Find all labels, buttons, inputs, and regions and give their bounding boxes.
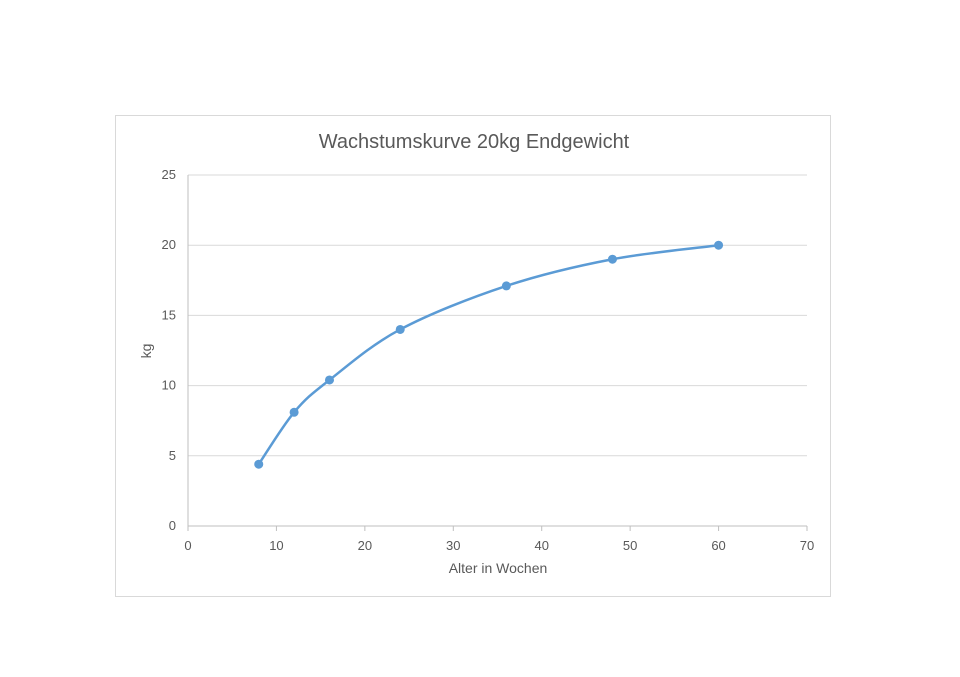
y-tick-label: 15 [162, 307, 176, 322]
x-tick-label: 70 [800, 538, 814, 553]
y-tick-label: 0 [169, 518, 176, 533]
y-tick-label: 10 [162, 378, 176, 393]
y-axis-title: kg [138, 344, 154, 359]
data-point-4 [501, 281, 511, 291]
y-tick-label: 20 [162, 237, 176, 252]
gridlines [188, 174, 807, 457]
series-line-0 [257, 243, 720, 466]
x-tick-label: 40 [534, 538, 548, 553]
data-point-5 [607, 254, 617, 264]
line-chart: Wachstumskurve 20kg Endgewicht 0 5 10 15 20 2… [138, 131, 815, 576]
tick-labels: 0 5 10 15 20 25 0 10 20 30 40 50 60 70 [162, 167, 815, 553]
axes [187, 175, 808, 531]
x-tick-label: 20 [358, 538, 372, 553]
chart-frame: Wachstumskurve 20kg Endgewicht 0 5 10 15 20 2… [115, 115, 831, 597]
x-tick-label: 0 [184, 538, 191, 553]
x-axis-title: Alter in Wochen [449, 560, 548, 576]
x-tick-label: 30 [446, 538, 460, 553]
data-point-1 [289, 407, 299, 417]
y-tick-label: 25 [162, 167, 176, 182]
x-tick-label: 10 [269, 538, 283, 553]
y-tick-label: 5 [169, 448, 176, 463]
data-point-3 [395, 324, 405, 334]
x-tick-label: 50 [623, 538, 637, 553]
chart-title: Wachstumskurve 20kg Endgewicht [319, 131, 630, 153]
data-point-6 [714, 240, 724, 250]
data-point-0 [254, 459, 264, 469]
data-point-2 [324, 375, 334, 385]
series-layer [254, 240, 724, 469]
x-tick-label: 60 [711, 538, 725, 553]
